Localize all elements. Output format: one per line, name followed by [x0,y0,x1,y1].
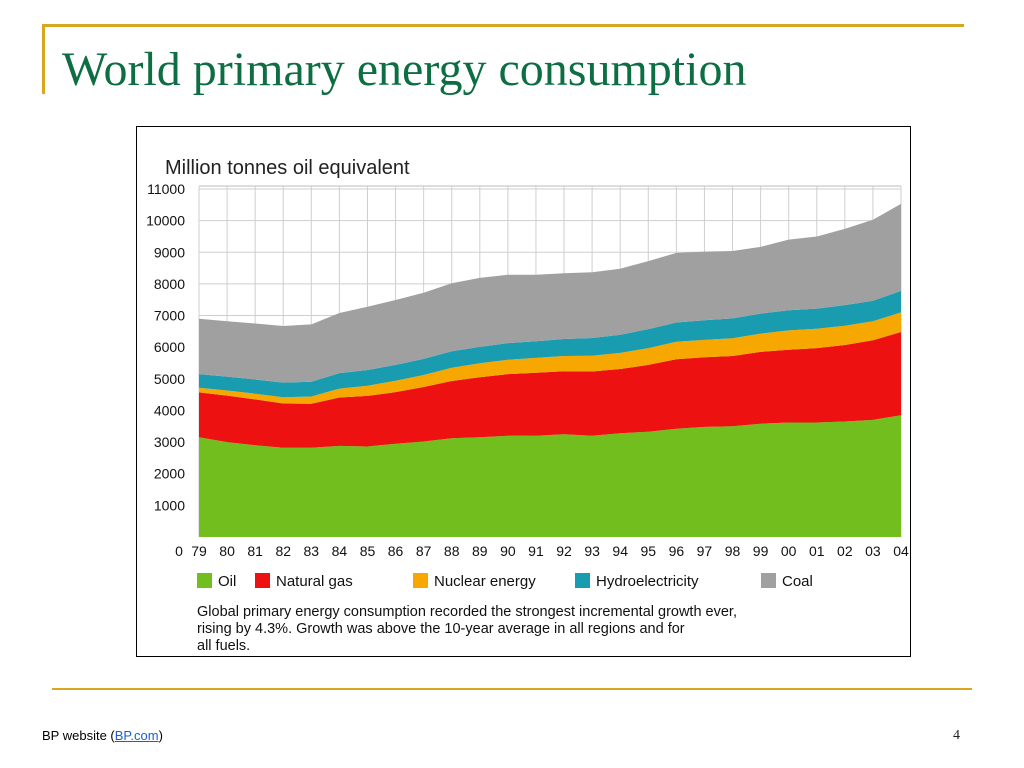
bottom-accent-rule [52,688,972,690]
x-tick-label: 93 [584,543,600,559]
page-number: 4 [953,728,960,743]
area-hydroelectricity [199,290,901,398]
legend-label: Coal [782,573,813,590]
x-tick-label: 90 [500,543,516,559]
y-tick-label: 7000 [154,308,185,324]
x-tick-label: 87 [416,543,432,559]
caption-line: all fuels. [197,638,250,654]
x-tick-label: 04 [893,543,909,559]
y-tick-label: 9000 [154,244,185,260]
legend-swatch [413,573,428,588]
slide-title: World primary energy consumption [62,43,747,96]
y-tick-label: 4000 [154,402,185,418]
x-tick-label: 92 [556,543,572,559]
y-axis-ticks: 1000 2000 3000 4000 5000 6000 7000 8000 9000 1000… [146,181,185,513]
chart-frame: Million tonnes oil equivalent 1000 2000 30… [136,126,911,657]
x-tick-label: 94 [612,543,628,559]
x-tick-label: 88 [444,543,460,559]
x-origin-label: 0 [175,543,183,559]
legend-swatch [197,573,212,588]
area-oil [199,415,901,537]
y-tick-label: 6000 [154,339,185,355]
x-tick-label: 81 [247,543,263,559]
chart-areas [199,203,901,537]
legend-swatch [575,573,590,588]
x-tick-label: 85 [360,543,376,559]
legend-swatch [761,573,776,588]
footer-prefix: BP website ( [42,728,115,743]
y-tick-label: 8000 [154,276,185,292]
y-tick-label: 2000 [154,466,185,482]
energy-consumption-chart: Million tonnes oil equivalent 1000 2000 30… [146,157,909,654]
x-tick-label: 98 [725,543,741,559]
x-tick-label: 02 [837,543,853,559]
y-tick-label: 11000 [147,181,185,197]
x-tick-label: 99 [753,543,769,559]
area-coal [199,203,901,383]
x-tick-label: 83 [304,543,320,559]
legend-label: Oil [218,573,236,590]
y-tick-label: 3000 [154,434,185,450]
x-tick-label: 97 [697,543,713,559]
x-tick-label: 96 [669,543,685,559]
y-tick-label: 10000 [146,213,185,229]
area-natural-gas [199,332,901,448]
x-tick-label: 00 [781,543,797,559]
chart-caption: Global primary energy consumption record… [197,604,737,654]
x-tick-label: 01 [809,543,825,559]
x-tick-label: 80 [219,543,235,559]
caption-line: rising by 4.3%. Growth was above the 10-… [197,621,685,637]
y-tick-label: 1000 [154,497,185,513]
x-tick-label: 03 [865,543,881,559]
chart-unit-title: Million tonnes oil equivalent [165,157,410,179]
chart-legend: Oil Natural gas Nuclear energy Hydroelectri… [197,573,813,590]
x-tick-label: 79 [191,543,207,559]
footer-suffix: ) [158,728,163,743]
footer-source: BP website (BP.com) [42,728,163,743]
bp-link[interactable]: BP.com [114,728,159,743]
x-tick-label: 95 [640,543,656,559]
legend-label: Natural gas [276,573,353,590]
caption-line: Global primary energy consumption record… [197,604,737,620]
legend-swatch [255,573,270,588]
left-accent-rule [42,24,45,94]
y-tick-label: 5000 [154,371,185,387]
x-tick-label: 91 [528,543,544,559]
top-accent-rule [42,24,964,27]
x-tick-label: 82 [275,543,291,559]
area-nuclear-energy [199,312,901,404]
x-axis-ticks: 0 79 80 81 82 83 84 85 86 87 88 89 90 91 92 93 94 95 96 97 9… [175,543,909,559]
x-tick-label: 86 [388,543,404,559]
legend-label: Hydroelectricity [596,573,699,590]
x-tick-label: 84 [332,543,348,559]
legend-label: Nuclear energy [434,573,536,590]
x-tick-label: 89 [472,543,488,559]
